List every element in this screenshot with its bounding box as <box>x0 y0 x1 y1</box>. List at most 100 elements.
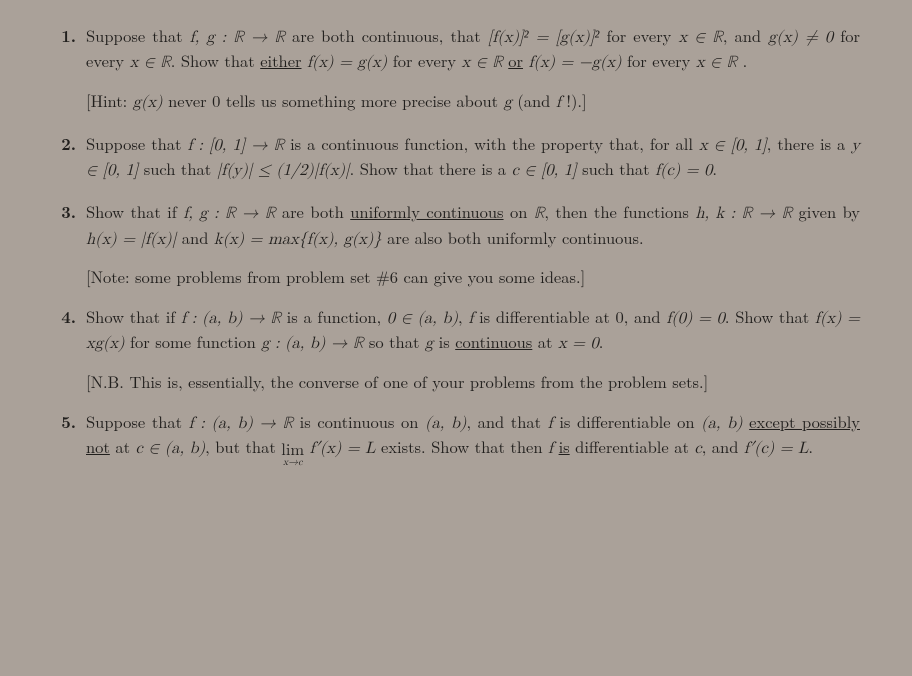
problem-1: 1. Suppose that f, g : ℝ → ℝ are both co… <box>52 24 860 114</box>
problem-statement: Suppose that f : [0, 1] → ℝ is a continu… <box>86 132 860 183</box>
text: is differentiable at 0, and <box>473 304 666 328</box>
text: is differentiable on <box>553 409 701 433</box>
math: g : (a, b) → ℝ <box>261 336 363 352</box>
math: f : [0, 1] → ℝ <box>187 138 284 154</box>
problem-3: 3. Show that if f, g : ℝ → ℝ are both un… <box>52 200 860 287</box>
lim-text: lim <box>281 440 304 457</box>
text: so that <box>363 329 425 353</box>
text: [Hint: <box>86 88 133 112</box>
problem-note: [N.B. This is, essentially, the converse… <box>86 370 860 392</box>
math: (a, b) <box>425 416 466 432</box>
underline-continuous: continuous <box>455 329 532 353</box>
math: f′(x) = L <box>304 441 375 457</box>
problem-number: 4. <box>52 305 86 392</box>
text: , but that <box>205 434 281 458</box>
text: for every <box>622 48 696 72</box>
math: f(c) = 0 <box>655 163 712 179</box>
text: is a function, <box>281 304 387 328</box>
text: on <box>504 199 534 223</box>
math: f(x) = −g(x) <box>528 55 621 71</box>
problem-4: 4. Show that if f : (a, b) → ℝ is a func… <box>52 305 860 392</box>
problem-body: Suppose that f, g : ℝ → ℝ are both conti… <box>86 24 860 114</box>
math: f(x) = g(x) <box>307 55 387 71</box>
text: such that <box>577 156 655 180</box>
text: at <box>532 329 558 353</box>
math: 0 ∈ (a, b) <box>387 311 458 327</box>
text: [N.B. This is, essentially, the converse… <box>86 369 708 393</box>
math: [f(x)]² = [g(x)]² <box>488 30 600 46</box>
math: g(x) <box>133 95 163 111</box>
underline-is: is <box>559 434 570 458</box>
math: g(x) ≠ 0 <box>768 30 833 46</box>
math: f′(c) = L <box>744 441 808 457</box>
text: for every <box>599 23 678 47</box>
underline-or: or <box>508 48 523 72</box>
math: (a, b) <box>701 416 742 432</box>
math: ℝ <box>534 206 545 222</box>
problem-hint: [Hint: g(x) never 0 tells us something m… <box>86 89 860 114</box>
problem-body: Show that if f, g : ℝ → ℝ are both unifo… <box>86 200 860 287</box>
problem-statement: Suppose that f : (a, b) → ℝ is continuou… <box>86 410 860 463</box>
math: |f(y)| ≤ (1/2)|f(x)| <box>217 163 350 179</box>
math: x ∈ ℝ <box>130 55 171 71</box>
limit-operator: limx→c <box>281 440 304 467</box>
problem-5: 5. Suppose that f : (a, b) → ℝ is contin… <box>52 410 860 463</box>
text: . <box>808 434 813 458</box>
math: x = 0 <box>558 336 599 352</box>
text: Suppose that <box>86 23 190 47</box>
text: . <box>599 329 604 353</box>
text: !).] <box>561 88 587 112</box>
text: such that <box>138 156 216 180</box>
underline-uniformly-continuous: uniformly continuous <box>350 199 503 223</box>
math: c <box>694 441 701 457</box>
text: for every <box>387 48 461 72</box>
text: Show that if <box>86 199 183 223</box>
text: never 0 tells us something more precise … <box>163 88 504 112</box>
text: at <box>110 434 136 458</box>
text: Suppose that <box>86 409 189 433</box>
text: Show that if <box>86 304 181 328</box>
underline-either: either <box>260 48 301 72</box>
text: , and <box>723 23 768 47</box>
problem-body: Show that if f : (a, b) → ℝ is a functio… <box>86 305 860 392</box>
math: x ∈ ℝ <box>678 30 722 46</box>
text: is continuous on <box>293 409 425 433</box>
math: g <box>425 336 433 352</box>
math: x ∈ ℝ <box>696 55 737 71</box>
lim-sub: x→c <box>281 457 304 467</box>
problem-note: [Note: some problems from problem set #6… <box>86 265 860 287</box>
problem-statement: Show that if f : (a, b) → ℝ is a functio… <box>86 305 860 356</box>
text: exists. Show that then <box>376 434 549 458</box>
math: c ∈ [0, 1] <box>512 163 577 179</box>
problem-number: 5. <box>52 410 86 463</box>
text: . Show that <box>725 304 815 328</box>
text: are both continuous, that <box>285 23 488 47</box>
math: h(x) = |f(x)| <box>86 232 176 248</box>
text: [Note: some problems from problem set #6… <box>86 264 585 288</box>
math: k(x) = max{f(x), g(x)} <box>214 232 382 248</box>
text: , and <box>702 434 744 458</box>
text: and <box>176 225 214 249</box>
math: c ∈ (a, b) <box>136 441 206 457</box>
text: , <box>458 304 468 328</box>
text: Suppose that <box>86 131 187 155</box>
problem-statement: Show that if f, g : ℝ → ℝ are both unifo… <box>86 200 860 251</box>
text: are both <box>275 199 350 223</box>
text: are also both uniformly continuous. <box>382 225 644 249</box>
text: for some function <box>125 329 262 353</box>
text: . <box>712 156 717 180</box>
text: (and <box>512 88 556 112</box>
math: x ∈ [0, 1] <box>699 138 767 154</box>
text: differentiable at <box>570 434 695 458</box>
problem-body: Suppose that f : [0, 1] → ℝ is a continu… <box>86 132 860 183</box>
math: f : (a, b) → ℝ <box>181 311 281 327</box>
text: , and that <box>466 409 547 433</box>
math: g <box>504 95 512 111</box>
math: f, g : ℝ → ℝ <box>190 30 285 46</box>
problem-number: 1. <box>52 24 86 114</box>
text: . <box>737 48 747 72</box>
math: x ∈ ℝ <box>462 55 503 71</box>
text: , then the functions <box>544 199 695 223</box>
math: h, k : ℝ → ℝ <box>695 206 792 222</box>
problem-body: Suppose that f : (a, b) → ℝ is continuou… <box>86 410 860 463</box>
